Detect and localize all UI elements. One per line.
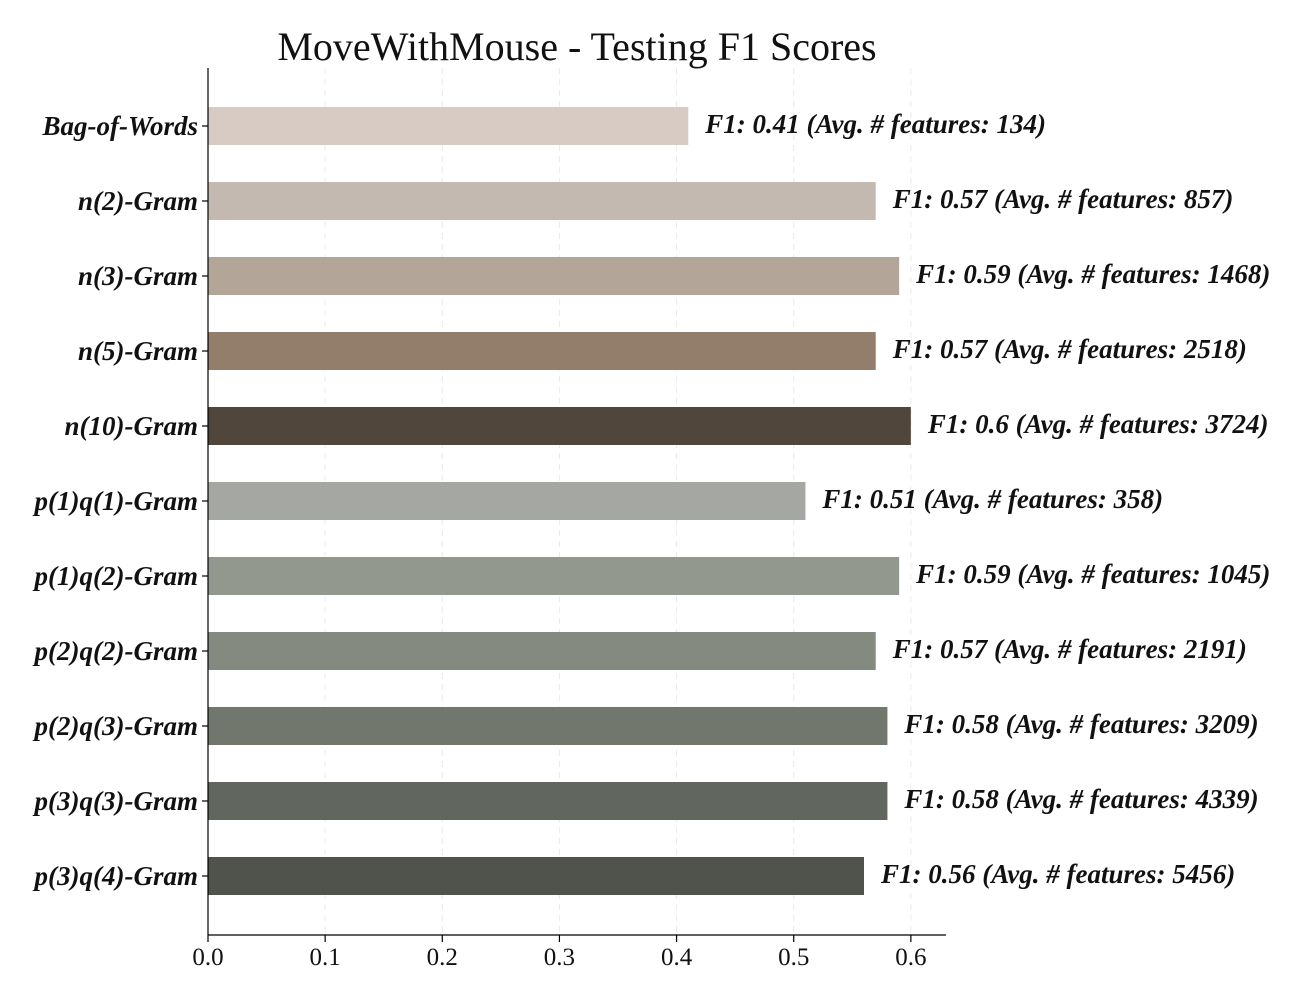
x-tick-label: 0.3 <box>544 944 575 971</box>
bar <box>208 107 689 145</box>
category-label: p(2)q(3)-Gram <box>33 711 198 741</box>
bar <box>208 407 911 445</box>
category-label: n(3)-Gram <box>78 261 198 291</box>
bar-value-label: F1: 0.6 (Avg. # features: 3724) <box>927 409 1269 439</box>
category-label: n(10)-Gram <box>65 411 199 441</box>
bar-value-label: F1: 0.41 (Avg. # features: 134) <box>704 109 1046 139</box>
bar <box>208 707 888 745</box>
bar <box>208 257 900 295</box>
x-tick-label: 0.2 <box>427 944 458 971</box>
category-label: p(3)q(3)-Gram <box>33 786 198 816</box>
bar-value-label: F1: 0.58 (Avg. # features: 4339) <box>903 784 1258 814</box>
x-tick-label: 0.0 <box>192 944 223 971</box>
category-label: n(2)-Gram <box>78 186 198 216</box>
x-tick-label: 0.1 <box>310 944 341 971</box>
bar-value-label: F1: 0.58 (Avg. # features: 3209) <box>903 709 1258 739</box>
bars <box>208 107 911 895</box>
category-label: p(2)q(2)-Gram <box>33 636 198 666</box>
category-label: p(3)q(4)-Gram <box>33 861 198 891</box>
x-tick-label: 0.6 <box>895 944 926 971</box>
bar <box>208 482 806 520</box>
bar-value-label: F1: 0.57 (Avg. # features: 2518) <box>892 334 1247 364</box>
bar <box>208 857 864 895</box>
bar-value-label: F1: 0.59 (Avg. # features: 1468) <box>915 259 1270 289</box>
category-label: p(1)q(2)-Gram <box>33 561 198 591</box>
bar <box>208 557 900 595</box>
bar-value-label: F1: 0.59 (Avg. # features: 1045) <box>915 559 1270 589</box>
x-tick-label: 0.4 <box>661 944 693 971</box>
data-labels: F1: 0.41 (Avg. # features: 134) F1: 0.57 … <box>704 109 1270 889</box>
bar-value-label: F1: 0.57 (Avg. # features: 2191) <box>892 634 1247 664</box>
bar-value-label: F1: 0.51 (Avg. # features: 358) <box>821 484 1163 514</box>
bar-value-label: F1: 0.57 (Avg. # features: 857) <box>892 184 1234 214</box>
category-label: p(1)q(1)-Gram <box>33 486 198 516</box>
category-label: Bag-of-Words <box>41 111 198 141</box>
x-axis-ticks: 0.0 0.1 0.2 0.3 0.4 0.5 0.6 <box>192 935 926 971</box>
category-labels: Bag-of-Words n(2)-Gram n(3)-Gram n(5)-Gram n… <box>33 111 208 891</box>
chart-title: MoveWithMouse - Testing F1 Scores <box>277 24 876 69</box>
x-tick-label: 0.5 <box>778 944 809 971</box>
bar <box>208 332 876 370</box>
category-label: n(5)-Gram <box>78 336 198 366</box>
bar <box>208 632 876 670</box>
bar <box>208 782 888 820</box>
bar-value-label: F1: 0.56 (Avg. # features: 5456) <box>880 859 1235 889</box>
bar <box>208 182 876 220</box>
